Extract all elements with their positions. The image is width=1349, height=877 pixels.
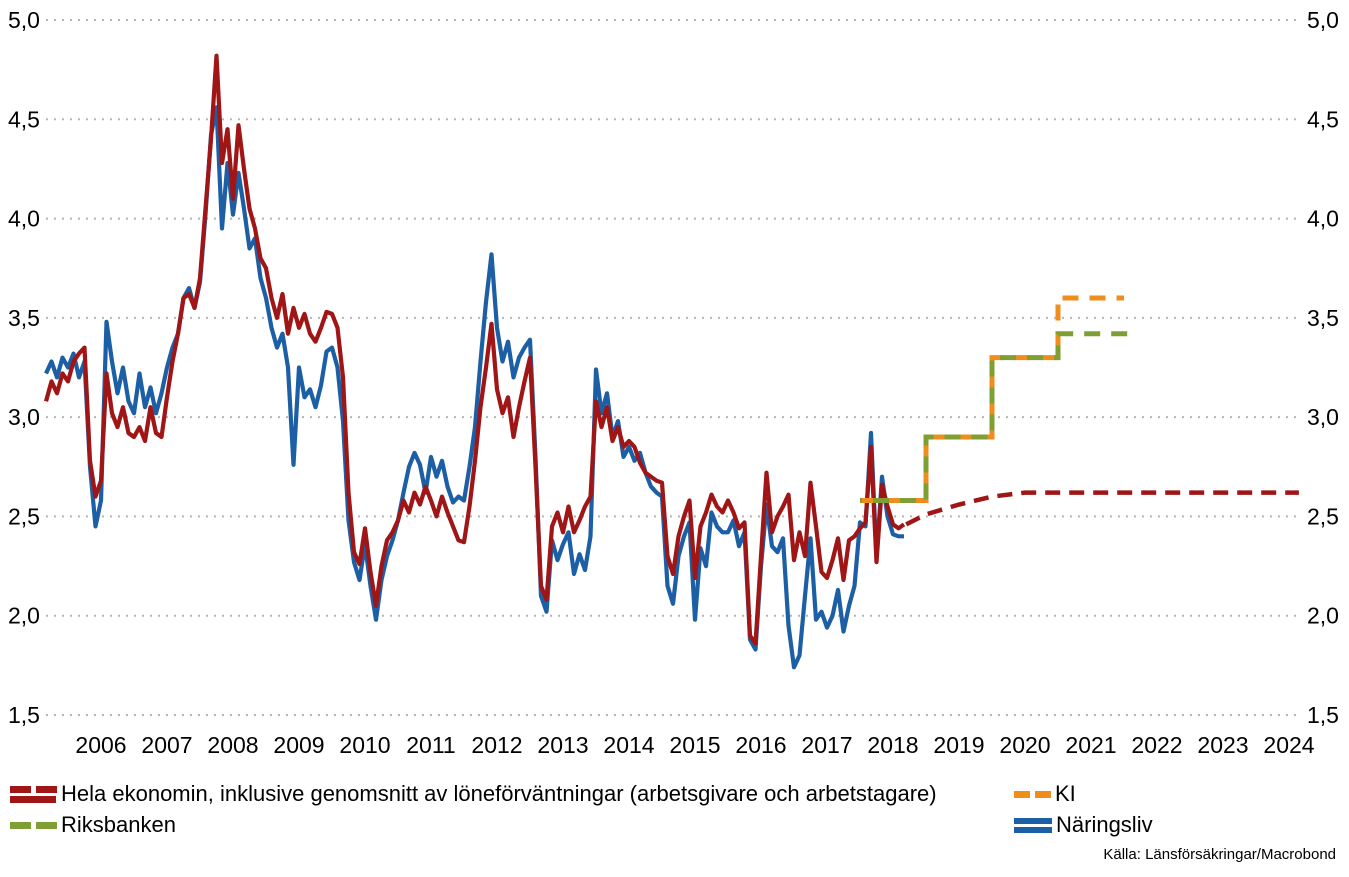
x-axis-year-label: 2009 — [273, 732, 324, 758]
y-axis-label-left: 4,0 — [8, 206, 40, 232]
x-axis-year-label: 2011 — [406, 732, 455, 758]
forecast-ki-line — [860, 295, 1124, 503]
chart-legend: Hela ekonomin, inklusive genomsnitt av l… — [0, 779, 1349, 843]
y-axis-label-right: 4,0 — [1307, 206, 1339, 232]
x-axis-year-label: 2022 — [1131, 732, 1182, 758]
y-axis-label-left: 1,5 — [8, 702, 40, 728]
x-axis-year-label: 2015 — [669, 732, 720, 758]
x-axis-year-label: 2018 — [867, 732, 918, 758]
x-axis-year-label: 2019 — [933, 732, 984, 758]
forecast-hela-ekonomin-line — [905, 490, 1299, 527]
x-axis-year-label: 2023 — [1197, 732, 1248, 758]
y-axis-label-right: 3,0 — [1307, 404, 1339, 430]
y-axis-label-left: 3,5 — [8, 305, 40, 331]
y-axis-label-right: 5,0 — [1307, 7, 1339, 33]
x-axis-year-label: 2020 — [999, 732, 1050, 758]
series-naringsliv-line — [44, 105, 904, 670]
legend-item-hela-ekonomin: Hela ekonomin, inklusive genomsnitt av l… — [10, 779, 937, 809]
ki-dashed-line-icon — [1014, 790, 1051, 798]
x-axis-year-label: 2024 — [1263, 732, 1314, 758]
legend-label-naringsliv: Näringsliv — [1056, 812, 1153, 837]
legend-item-ki: KI — [1014, 779, 1076, 809]
y-axis-label-right: 2,5 — [1307, 503, 1339, 529]
x-axis-year-label: 2010 — [339, 732, 390, 758]
legend-label-riksbanken: Riksbanken — [61, 812, 176, 837]
y-axis-label-left: 5,0 — [8, 7, 40, 33]
x-axis-year-label: 2012 — [471, 732, 522, 758]
naringsliv-line-icon — [1014, 817, 1052, 833]
y-axis-label-left: 2,5 — [8, 503, 40, 529]
riksbanken-dashed-line-icon — [10, 821, 57, 829]
y-axis-label-right: 3,5 — [1307, 305, 1339, 331]
legend-label-ki: KI — [1055, 781, 1076, 806]
y-axis-label-left: 2,0 — [8, 603, 40, 629]
y-axis-label-right: 4,5 — [1307, 106, 1339, 132]
x-axis-year-label: 2007 — [141, 732, 192, 758]
x-axis-year-label: 2016 — [735, 732, 786, 758]
x-axis-year-label: 2017 — [801, 732, 852, 758]
x-axis-year-label: 2013 — [537, 732, 588, 758]
legend-label-hela-ekonomin: Hela ekonomin, inklusive genomsnitt av l… — [61, 781, 937, 806]
y-axis-label-left: 3,0 — [8, 404, 40, 430]
y-axis-label-right: 2,0 — [1307, 603, 1339, 629]
forecast-riksbanken-line — [860, 331, 1128, 503]
source-note: Källa: Länsförsäkringar/Macrobond — [1103, 846, 1336, 863]
series-hela-ekonomin-line — [43, 53, 906, 646]
hela-ekonomin-line-icon — [10, 785, 57, 803]
legend-item-riksbanken: Riksbanken — [10, 810, 176, 840]
x-axis-year-label: 2021 — [1065, 732, 1116, 758]
x-axis-year-label: 2006 — [75, 732, 126, 758]
x-axis-year-label: 2014 — [603, 732, 654, 758]
legend-item-naringsliv: Näringsliv — [1014, 810, 1153, 840]
x-axis-year-label: 2008 — [207, 732, 258, 758]
y-axis-label-left: 4,5 — [8, 106, 40, 132]
y-axis-label-right: 1,5 — [1307, 702, 1339, 728]
